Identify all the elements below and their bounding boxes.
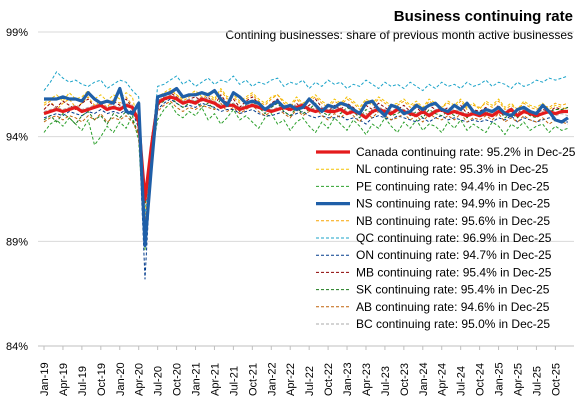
x-tick-label: Jan-25	[494, 362, 506, 396]
legend-entry: SK continuing rate: 95.4% in Dec-25	[356, 283, 550, 297]
x-tick-label: Jan-19	[39, 362, 51, 396]
x-tick-label: Jul-21	[228, 366, 240, 396]
x-tick-label: Jan-21	[191, 362, 203, 396]
y-tick-label: 84%	[6, 341, 28, 353]
x-tick-label: Jan-23	[342, 362, 354, 396]
legend-entry: Canada continuing rate: 95.2% in Dec-25	[356, 145, 576, 159]
legend-entry: MB continuing rate: 95.4% in Dec-25	[356, 265, 552, 279]
y-tick-label: 99%	[6, 27, 28, 39]
legend-entry: ON continuing rate: 94.7% in Dec-25	[356, 248, 552, 262]
x-tick-label: Oct-19	[96, 363, 108, 396]
x-tick-label: Oct-24	[475, 363, 487, 396]
series-line	[43, 98, 568, 280]
x-tick-label: Jul-24	[456, 366, 468, 396]
series-line	[43, 100, 569, 226]
series-line	[43, 95, 568, 202]
series-line	[43, 102, 569, 251]
x-tick-label: Oct-22	[323, 363, 335, 396]
x-tick-label: Jul-19	[77, 366, 89, 396]
x-tick-label: Jul-20	[153, 366, 165, 396]
legend-entry: QC continuing rate: 96.9% in Dec-25	[356, 231, 552, 245]
x-tick-label: Jan-20	[115, 362, 127, 396]
series-line	[43, 88, 569, 211]
x-tick-label: Jan-22	[266, 362, 278, 396]
x-tick-label: Apr-19	[58, 363, 70, 396]
series-line	[44, 86, 569, 248]
y-tick-label: 89%	[6, 236, 28, 248]
x-tick-label: Oct-23	[399, 363, 411, 396]
x-tick-label: Oct-20	[172, 363, 184, 396]
x-tick-label: Apr-25	[512, 363, 524, 396]
x-tick-label: Jul-22	[304, 366, 316, 396]
legend-entry: NL continuing rate: 95.3% in Dec-25	[356, 162, 549, 176]
x-tick-label: Apr-23	[361, 363, 373, 396]
x-tick-label: Jan-24	[418, 362, 430, 396]
legend-entry: BC continuing rate: 95.0% in Dec-25	[356, 317, 550, 331]
y-tick-label: 94%	[6, 132, 28, 144]
x-tick-label: Apr-24	[437, 363, 449, 396]
x-tick-label: Apr-22	[285, 363, 297, 396]
x-tick-label: Apr-21	[209, 363, 221, 396]
x-tick-label: Oct-25	[550, 363, 562, 396]
legend-entry: AB continuing rate: 94.6% in Dec-25	[356, 300, 550, 314]
legend-entry: PE continuing rate: 94.4% in Dec-25	[356, 179, 550, 193]
chart-title: Business continuing rate	[393, 8, 573, 25]
x-tick-label: Jul-23	[380, 366, 392, 396]
legend-entry: NB continuing rate: 95.6% in Dec-25	[356, 214, 550, 228]
x-tick-label: Oct-21	[247, 363, 259, 396]
x-tick-label: Jul-25	[531, 366, 543, 396]
x-tick-label: Apr-20	[134, 363, 146, 396]
legend-entry: NS continuing rate: 94.9% in Dec-25	[356, 197, 550, 211]
series-line	[43, 71, 569, 217]
